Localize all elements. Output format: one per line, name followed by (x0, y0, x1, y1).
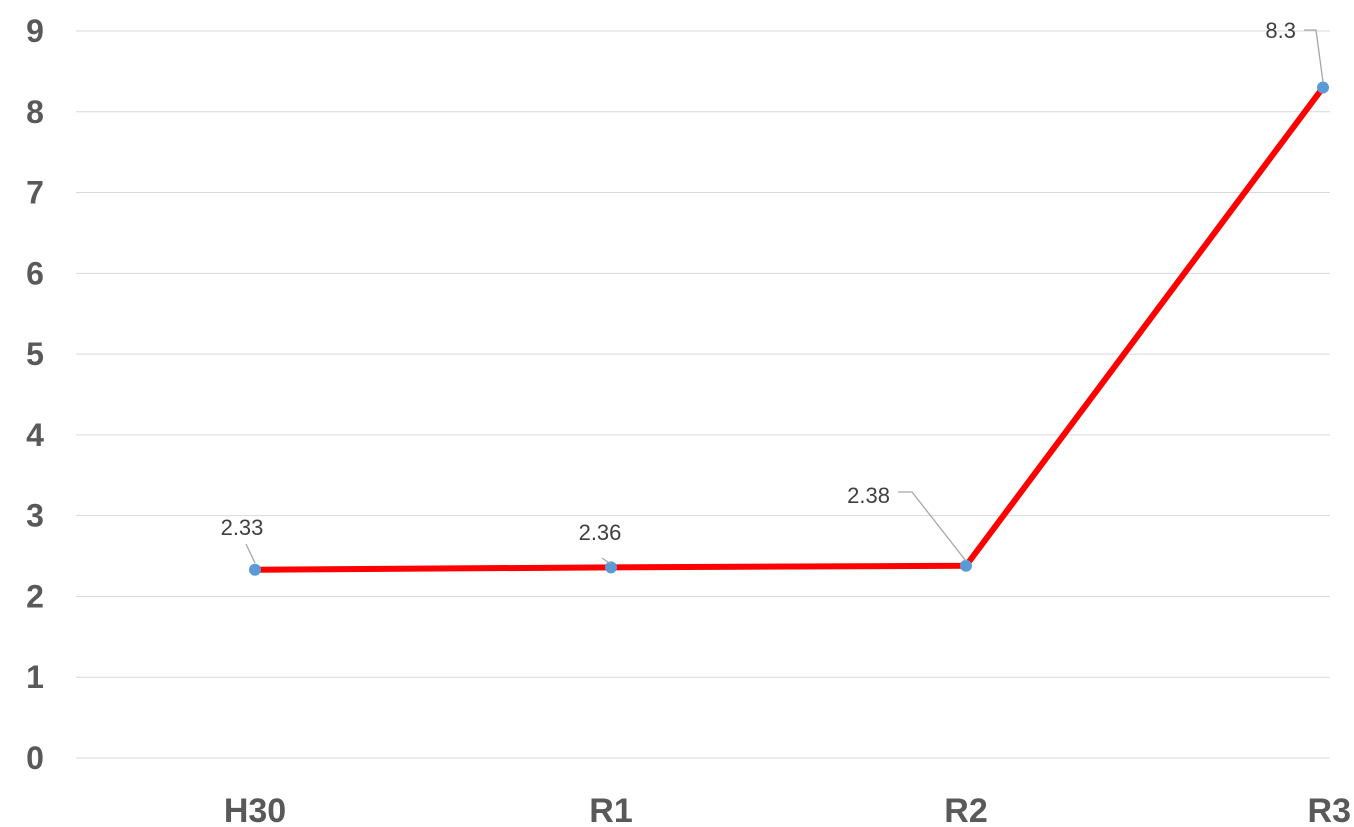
data-point (605, 561, 617, 574)
leader-line (245, 543, 256, 564)
series (249, 81, 1329, 576)
y-tick-label: 1 (26, 659, 44, 695)
y-tick-label: 3 (26, 498, 44, 534)
y-tick-label: 9 (26, 13, 44, 49)
data-point (960, 559, 972, 572)
leader-line (601, 557, 612, 565)
x-tick-label: R3 (1308, 792, 1351, 827)
data-label: 8.3 (1265, 18, 1296, 43)
gridlines (76, 30, 1330, 759)
x-axis-ticks: H30 R1 R2 R3 (224, 792, 1351, 827)
series-line (254, 85, 1326, 573)
leader-line (1304, 29, 1324, 83)
leader-line (898, 491, 967, 562)
data-label: 2.36 (579, 520, 622, 545)
y-axis-ticks: 0 1 2 3 4 5 6 7 8 9 (26, 13, 44, 776)
data-labels: 2.33 2.36 2.38 8.3 (221, 18, 1324, 565)
y-tick-label: 6 (26, 255, 44, 291)
x-tick-label: H30 (224, 792, 286, 827)
y-tick-label: 7 (26, 175, 44, 211)
y-tick-label: 2 (26, 578, 44, 614)
data-label: 2.33 (221, 515, 264, 540)
data-point (1317, 81, 1329, 94)
y-tick-label: 5 (26, 336, 44, 372)
x-tick-label: R1 (589, 792, 632, 827)
y-tick-label: 4 (26, 417, 44, 453)
data-point (249, 563, 261, 576)
y-tick-label: 8 (26, 94, 44, 130)
data-label: 2.38 (847, 483, 890, 508)
y-tick-label: 0 (26, 740, 44, 776)
x-tick-label: R2 (944, 792, 987, 827)
